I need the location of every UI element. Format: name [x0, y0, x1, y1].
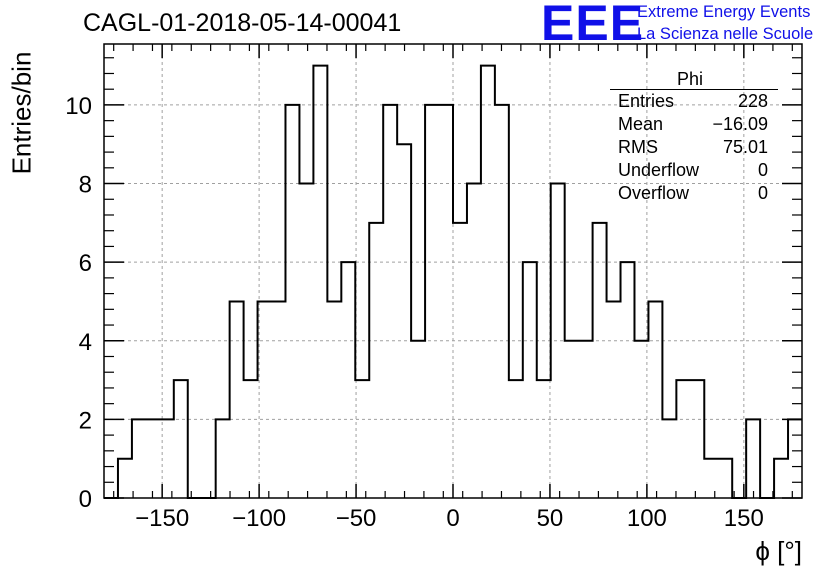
stats-row-overflow: Overflow 0	[610, 182, 778, 205]
x-tick-label: −150	[135, 505, 189, 532]
x-tick-label: 100	[627, 505, 667, 532]
stats-row-mean: Mean −16.09	[610, 113, 778, 136]
stats-label: Mean	[618, 114, 664, 134]
stats-label: Overflow	[618, 183, 690, 203]
y-tick-label: 10	[65, 93, 92, 120]
y-tick-label: 6	[79, 250, 92, 277]
stats-row-rms: RMS 75.01	[610, 136, 778, 159]
tick-labels: −150 −100 −50 0 50 100 150 0 2 4 6 8 10	[65, 93, 764, 532]
y-tick-label: 0	[79, 486, 92, 513]
stats-value: 75.01	[722, 137, 768, 157]
x-tick-label: 150	[724, 505, 764, 532]
eee-logo: EEE	[541, 0, 645, 51]
y-tick-label: 2	[79, 407, 92, 434]
y-tick-label: 8	[79, 172, 92, 199]
logo-caption-line1: Extreme Energy Events	[637, 3, 811, 21]
x-tick-label: 0	[446, 505, 459, 532]
histogram-line	[104, 64, 802, 499]
stats-label: Entries	[618, 91, 675, 111]
stats-value: 228	[737, 91, 768, 111]
stats-value: 0	[757, 183, 768, 203]
stats-row-underflow: Underflow 0	[610, 159, 778, 182]
stats-row-entries: Entries 228	[610, 90, 778, 113]
logo-caption-line2: La Scienza nelle Scuole	[637, 25, 814, 43]
x-tick-label: −100	[232, 505, 286, 532]
axis-ticks	[104, 44, 802, 499]
stats-label: Underflow	[618, 160, 700, 180]
stats-value: 0	[757, 160, 768, 180]
stats-label: RMS	[618, 137, 658, 157]
y-tick-label: 4	[79, 329, 92, 356]
stats-box: Phi Entries 228 Mean −16.09 RMS 75.01 Un…	[610, 69, 778, 205]
chart-title: CAGL-01-2018-05-14-00041	[83, 9, 402, 37]
x-tick-label: 50	[537, 505, 564, 532]
x-axis-label: ϕ [°]	[755, 536, 802, 566]
y-axis-label: Entries/bin	[6, 51, 37, 175]
x-tick-label: −50	[336, 505, 377, 532]
stats-title: Phi	[610, 69, 778, 90]
stats-value: −16.09	[712, 114, 768, 134]
